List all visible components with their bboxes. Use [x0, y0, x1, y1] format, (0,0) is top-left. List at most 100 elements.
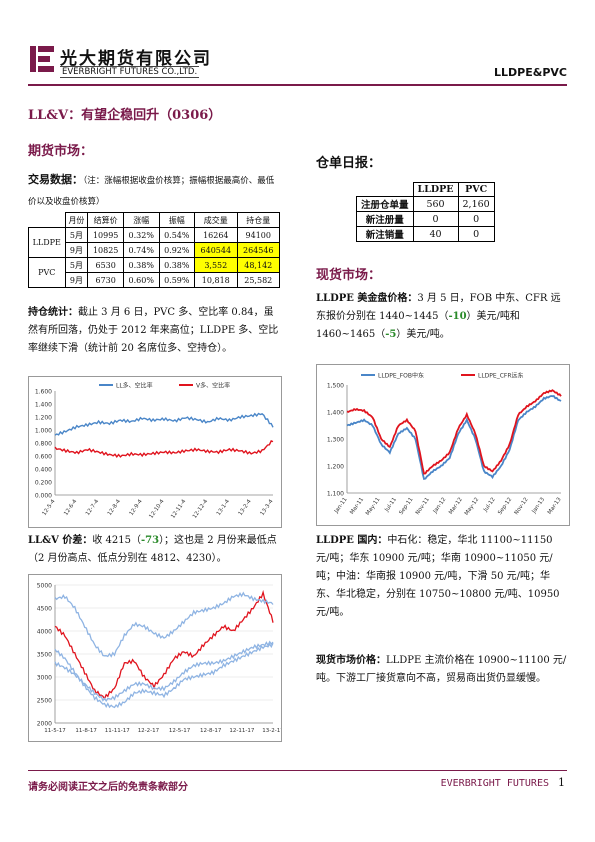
x-tick-label: Mar-11: [349, 497, 365, 516]
settle-cell: 10825: [87, 242, 124, 258]
x-tick-label: May-12: [464, 497, 481, 517]
y-tick-label: 2000: [37, 721, 52, 728]
x-tick-label: 13-2-4: [238, 498, 254, 517]
pvc-cell: 0: [457, 226, 495, 242]
spread-paragraph: LL&V 价差：收 4215（-73）；这也是 2 月份来最低点（2 月份高点、…: [28, 532, 280, 568]
table-header: LLDPE: [412, 182, 459, 197]
usd-label: LLDPE 美金盘价格：: [316, 293, 418, 304]
y-tick-label: 1,300: [327, 437, 344, 444]
change-cell: 0.38%: [122, 257, 160, 273]
series-line: [54, 440, 274, 458]
header-divider: [28, 84, 567, 86]
position-text: 截止 3 月 6 日，PVC 多、空比率 0.84，虽然有所回落，仍处于 201…: [28, 307, 279, 354]
y-tick-label: 1.400: [35, 402, 52, 409]
pvc-cell: 2,160: [457, 196, 495, 212]
legend-label: LLDPE_FOB中东: [378, 372, 424, 380]
y-tick-label: 0.200: [35, 480, 52, 487]
position-paragraph: 持仓统计：截止 3 月 6 日，PVC 多、空比率 0.84，虽然有所回落，仍处…: [28, 304, 280, 358]
volume-cell: 640544: [194, 242, 238, 258]
row-label: 新注册量: [356, 211, 414, 227]
trade-note: （注：涨幅根据收盘价核算；振幅根据最高价、最低价以及收盘价核算）: [28, 176, 275, 207]
settle-cell: 10995: [87, 227, 124, 243]
table-header-row: 月份 结算价 涨幅 振幅 成交量 持仓量: [29, 212, 281, 228]
x-tick-label: 13-2-17: [262, 728, 281, 734]
spot-heading: 现货市场：: [316, 268, 382, 283]
usd-text: ）美元/吨。: [396, 329, 450, 340]
x-tick-label: Mar-12: [448, 497, 464, 516]
spread-text: ）；这也是 2 月份来最低点（2 月份高点、低点分别在 4812、4230）。: [28, 535, 277, 564]
market-label: 现货市场价格：: [316, 655, 386, 666]
change-cell: 0.60%: [122, 272, 160, 288]
y-tick-label: 3500: [37, 652, 52, 659]
x-tick-label: Mar-13: [547, 496, 563, 515]
spread-text: 收 4215（: [92, 535, 141, 546]
amplitude-cell: 0.59%: [158, 272, 196, 288]
series-line: [54, 412, 274, 436]
domestic-label: LLDPE 国内：: [316, 535, 388, 546]
product-cell: LLDPE: [28, 227, 66, 258]
x-tick-label: Sep-11: [398, 497, 414, 516]
lldpe-cell: 0: [412, 211, 459, 227]
y-tick-label: 1.200: [35, 415, 52, 422]
warehouse-table: LLDPE PVC 注册仓单量 560 2,160 新注册量 0 0 新注销量 …: [356, 182, 495, 242]
month-cell: 5月: [64, 227, 89, 243]
y-tick-label: 1,500: [327, 383, 344, 390]
usd-text: ）美元/吨和 1460~1465（: [316, 311, 520, 340]
x-tick-label: Nov-11: [415, 497, 431, 516]
domestic-text: 中石化：稳定，华北 11100~11150 元/吨；华东 10900 元/吨；华…: [316, 535, 560, 618]
x-tick-label: 12-11-4: [170, 498, 188, 519]
trade-data-block: 交易数据：（注：涨幅根据收盘价核算；振幅根据最高价、最低价以及收盘价核算）: [28, 168, 278, 210]
x-tick-label: 12-5-4: [41, 498, 57, 517]
amplitude-cell: 0.54%: [158, 227, 196, 243]
x-tick-label: 11-11-17: [105, 728, 130, 734]
usd-text: 3 月 5 日，FOB 中东、CFR 远东报价分别在 1440~1445（: [316, 293, 561, 322]
table-header: 月份: [64, 212, 89, 228]
y-tick-label: 0.000: [35, 493, 52, 500]
volume-cell: 3,552: [194, 257, 238, 273]
volume-cell: 16264: [194, 227, 238, 243]
x-tick-label: 13-1-4: [216, 498, 232, 517]
x-tick-label: 13-3-4: [259, 498, 275, 517]
warehouse-heading: 仓单日报：: [316, 156, 382, 171]
y-tick-label: 1.000: [35, 428, 52, 435]
position-label: 持仓统计：: [28, 307, 78, 318]
y-tick-label: 1.600: [35, 389, 52, 396]
market-paragraph: 现货市场价格：LLDPE 主流价格在 10900~11100 元/吨。下游工厂接…: [316, 652, 568, 688]
open-interest-cell: 94100: [236, 227, 281, 243]
x-tick-label: Jan-11: [333, 497, 349, 516]
table-row: 新注册量 0 0: [356, 211, 495, 227]
product-cell: PVC: [28, 257, 66, 288]
company-logo: [28, 44, 56, 74]
x-tick-label: May-11: [365, 497, 382, 517]
month-cell: 9月: [64, 272, 89, 288]
table-header: PVC: [457, 182, 495, 197]
table-row: 9月 10825 0.74% 0.92% 640544 264546: [29, 242, 281, 258]
x-tick-label: Jan-12: [432, 497, 448, 516]
series-line: [346, 389, 562, 475]
y-tick-label: 3000: [37, 675, 52, 682]
futures-table: 月份 结算价 涨幅 振幅 成交量 持仓量 LLDPE 5月 10995 0.32…: [28, 212, 281, 288]
x-tick-label: 12-11-17: [229, 728, 254, 734]
usd-price-paragraph: LLDPE 美金盘价格：3 月 5 日，FOB 中东、CFR 远东报价分别在 1…: [316, 290, 568, 344]
footer-divider: [28, 770, 567, 771]
x-tick-label: 11-5-17: [44, 728, 66, 734]
table-row: 新注销量 40 0: [356, 226, 495, 242]
table-header: 持仓量: [236, 212, 281, 228]
y-tick-label: 1,100: [327, 491, 344, 498]
y-tick-label: 2500: [37, 698, 52, 705]
x-tick-label: 12-6-4: [63, 498, 79, 517]
row-label: 新注销量: [356, 226, 414, 242]
table-header: 振幅: [158, 212, 196, 228]
open-interest-cell: 25,582: [236, 272, 281, 288]
settle-cell: 6530: [87, 257, 124, 273]
legend-label: V多、空比率: [196, 382, 230, 390]
fob-cfr-chart: 1,500 1,400 1,300 1,200 1,100 Jan-11 Mar-11 May…: [316, 364, 570, 526]
x-tick-label: 12-2-17: [138, 728, 160, 734]
table-header: 成交量: [194, 212, 238, 228]
table-row: 注册仓单量 560 2,160: [356, 196, 495, 212]
spread-change: -73: [140, 535, 160, 546]
row-label: 注册仓单量: [356, 196, 414, 212]
disclaimer-link[interactable]: 请务必阅读正文之后的免责条款部分: [28, 782, 188, 793]
legend-label: LLDPE_CFR远东: [478, 372, 524, 380]
table-header: 涨幅: [122, 212, 160, 228]
